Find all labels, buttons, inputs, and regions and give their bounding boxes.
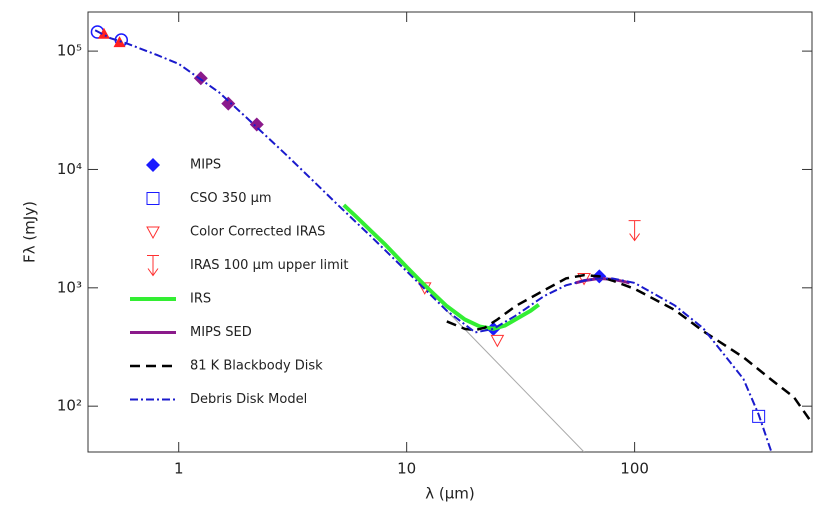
diamond-marker: [146, 158, 160, 172]
sed-line: [94, 29, 773, 452]
plot-area: [90, 25, 812, 452]
sed-line: [446, 310, 585, 452]
y-tick-label: 10⁴: [57, 160, 82, 178]
x-tick-label: 1: [174, 460, 184, 478]
x-tick-label: 10: [397, 460, 416, 478]
y-tick-label: 10³: [57, 278, 82, 296]
sed-line: [342, 203, 541, 331]
y-tick-label: 10²: [57, 397, 82, 415]
upper-limit-arrow: [147, 255, 159, 277]
legend-label: 81 K Blackbody Disk: [190, 359, 323, 374]
square-marker: [752, 409, 766, 423]
triangle-marker: [113, 36, 126, 48]
legend-label: IRS: [190, 292, 211, 307]
plot-frame: [87, 11, 813, 453]
triangle-marker: [97, 27, 110, 39]
y-tick-label: 10⁵: [57, 42, 82, 60]
legend-label: CSO 350 μm: [190, 191, 272, 206]
sed-line: [446, 273, 812, 424]
legend-label: MIPS: [190, 158, 221, 173]
diamond-marker: [221, 96, 236, 111]
legend-label: IRAS 100 μm upper limit: [190, 258, 348, 273]
square-marker: [146, 192, 160, 205]
diamond-marker: [249, 117, 264, 132]
legend-label: Debris Disk Model: [190, 392, 307, 407]
x-tick-label: 100: [620, 460, 649, 478]
legend: MIPS CSO 350 μm Color Corrected IRAS IRAS 1…: [130, 158, 348, 407]
triangle-marker: [490, 334, 505, 348]
upper-limit-arrow: [628, 220, 641, 242]
legend-label: MIPS SED: [190, 325, 252, 340]
y-axis-label: Fλ (mJy): [21, 201, 39, 263]
triangle-marker: [146, 226, 160, 240]
legend-label: Color Corrected IRAS: [190, 225, 325, 240]
x-axis-label: λ (μm): [425, 485, 475, 503]
